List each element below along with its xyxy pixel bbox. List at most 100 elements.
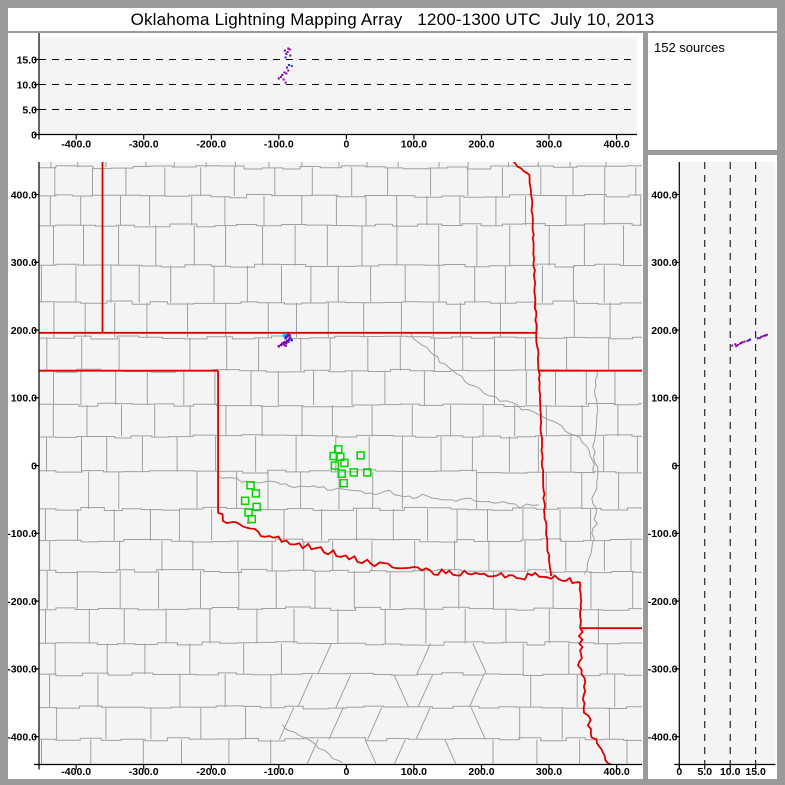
altitude-ew-panel: 0 5.0 10.0 15.0 -400.0 -300.0 -200.0 -100.0 0 100… <box>8 33 643 155</box>
ns-tick-label: -300.0 <box>648 664 678 676</box>
station-marker <box>356 451 365 460</box>
station-marker <box>252 502 261 512</box>
alt-tick-label: 5.0 <box>697 766 712 778</box>
x-tick-label: 300.0 <box>536 139 562 151</box>
station-marker <box>247 514 257 524</box>
ns-tick-label: 200.0 <box>651 325 677 337</box>
arkansas-ns-river <box>583 370 599 575</box>
lma-source-point <box>282 343 285 346</box>
lma-source-point <box>287 69 290 72</box>
texas-river <box>281 724 343 763</box>
lma-source-point <box>743 340 746 343</box>
station-marker <box>339 478 348 488</box>
altitude-ns-panel: 400.0 300.0 200.0 100.0 0 -100.0 -200.0 -300.0 -… <box>648 155 777 779</box>
station-dot <box>247 521 250 524</box>
lma-source-point <box>286 51 289 53</box>
lma-source-point <box>285 339 289 343</box>
border-tx-la <box>576 627 613 765</box>
station-marker <box>240 496 250 506</box>
lma-source-point <box>283 49 286 52</box>
lma-source-point <box>763 334 766 337</box>
alt-ns-plot-area <box>679 162 776 765</box>
lma-source-point <box>284 337 287 340</box>
alt-tick-label: 5.0 <box>22 104 37 116</box>
border-red-river <box>217 512 581 585</box>
rivers <box>217 332 599 763</box>
y-tick-label: 200.0 <box>11 325 37 337</box>
alt-tick-label: 10.0 <box>720 766 741 778</box>
alt-tick-label: 15.0 <box>745 766 766 778</box>
station-marker <box>363 468 372 477</box>
y-tick-label: -100.0 <box>8 528 37 540</box>
ns-tick-label: -100.0 <box>648 528 678 540</box>
ns-tick-label: 100.0 <box>651 393 677 405</box>
x-tick-label: 300.0 <box>536 766 562 778</box>
lma-source-point <box>764 334 767 337</box>
y-tick-label: 400.0 <box>11 189 37 201</box>
lma-source-point <box>285 335 288 338</box>
lma-source-point <box>288 64 290 66</box>
y-tick-label: -300.0 <box>8 664 37 676</box>
lma-source-point <box>731 344 734 347</box>
x-tick-label: 400.0 <box>603 766 629 778</box>
ns-tick-label: -200.0 <box>648 596 678 608</box>
lma-source-point <box>283 341 286 344</box>
station-marker <box>349 468 359 477</box>
x-tick-label: 0 <box>343 139 349 151</box>
border-east-ks-mo-ok-ar <box>512 162 552 577</box>
lma-source-point <box>738 342 741 345</box>
x-tick-label: -200.0 <box>196 766 226 778</box>
lma-source-point <box>758 337 761 340</box>
lma-source-point <box>288 48 291 51</box>
x-tick-label: -400.0 <box>61 766 91 778</box>
altitude-gridlines <box>704 162 757 765</box>
lma-source-point <box>284 56 287 59</box>
x-tick-label: 0 <box>343 766 349 778</box>
lma-source-point <box>736 344 739 346</box>
alt-tick-label: 0 <box>676 766 682 778</box>
lma-source-point <box>287 47 290 50</box>
y-tick-label: -200.0 <box>8 596 37 608</box>
lma-source-point <box>734 343 737 346</box>
sources-count-label: 152 sources <box>654 40 725 55</box>
lma-source-point <box>741 341 744 344</box>
y-tick-label: 100.0 <box>11 393 37 405</box>
lma-source-point <box>760 335 763 338</box>
ns-tick-label: -400.0 <box>648 732 678 744</box>
lma-source-point <box>282 78 285 81</box>
lma-source-point <box>289 54 292 57</box>
lma-source-point <box>756 337 759 340</box>
lma-source-point <box>749 338 752 341</box>
x-tick-label: -300.0 <box>129 139 159 151</box>
lma-source-point <box>285 341 288 345</box>
lma-source-point <box>277 345 280 348</box>
lma-source-point <box>284 81 287 84</box>
y-tick-label: -400.0 <box>8 732 37 744</box>
x-tick-label: 100.0 <box>401 766 427 778</box>
x-tick-label: -100.0 <box>264 139 294 151</box>
station-marker <box>246 481 255 490</box>
x-tick-label: 100.0 <box>401 139 427 151</box>
alt-ns-source-points <box>731 333 768 348</box>
ns-tick-label: 400.0 <box>651 189 677 201</box>
lma-source-point <box>279 343 283 347</box>
lma-source-point <box>735 345 738 348</box>
lma-source-point <box>765 333 768 336</box>
x-tick-label: -100.0 <box>264 766 294 778</box>
lma-source-point <box>290 65 293 67</box>
lma-source-point <box>290 339 293 342</box>
title-bar: Oklahoma Lightning Mapping Array 1200-13… <box>8 8 777 31</box>
alt-tick-label: 10.0 <box>17 79 38 91</box>
sources-count-box: 152 sources <box>648 33 777 150</box>
ns-tick-label: 300.0 <box>651 257 677 269</box>
x-tick-label: 200.0 <box>468 139 494 151</box>
lma-station-markers <box>240 445 372 524</box>
lma-source-point <box>762 335 765 338</box>
lma-source-point <box>286 335 289 338</box>
lma-source-point <box>283 71 286 74</box>
alt-tick-label: 15.0 <box>17 54 38 66</box>
lma-source-point <box>287 338 291 341</box>
lma-source-point <box>748 339 750 342</box>
plan-view-map: -400.0 -300.0 -200.0 -100.0 0 100.0 200.0 300.0… <box>8 155 643 779</box>
